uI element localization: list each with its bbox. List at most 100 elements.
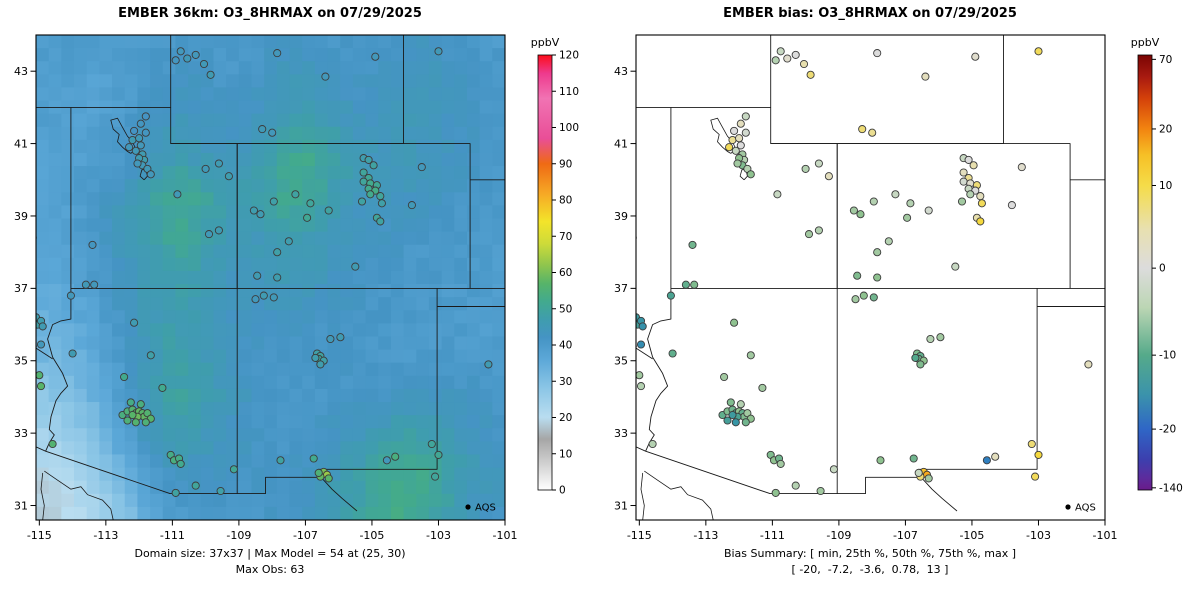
aqs-station-point bbox=[434, 450, 443, 459]
aqs-station-point bbox=[936, 333, 945, 342]
y-tick-label: 33 bbox=[614, 427, 628, 440]
aqs-station-point bbox=[371, 52, 380, 61]
aqs-station-point bbox=[911, 353, 920, 362]
aqs-station-point bbox=[216, 486, 225, 496]
aqs-station-point bbox=[273, 248, 282, 257]
aqs-station-point bbox=[173, 190, 182, 199]
colorbar-tick-label: 110 bbox=[559, 86, 579, 98]
aqs-station-point bbox=[269, 293, 278, 302]
y-tick-label: 43 bbox=[14, 65, 28, 78]
aqs-station-point bbox=[303, 213, 312, 222]
aqs-station-point bbox=[731, 146, 740, 155]
aqs-station-point bbox=[776, 47, 785, 56]
aqs-station-point bbox=[924, 206, 933, 215]
aqs-station-point bbox=[741, 418, 750, 427]
aqs-station-point bbox=[146, 351, 155, 360]
colorbar-tick-label: 0 bbox=[559, 485, 566, 497]
model-raster bbox=[36, 35, 505, 520]
aqs-station-point bbox=[906, 199, 915, 208]
aqs-station-point bbox=[291, 190, 300, 199]
aqs-station-point bbox=[971, 52, 980, 61]
aqs-station-point bbox=[733, 159, 742, 168]
aqs-station-point bbox=[259, 291, 268, 300]
aqs-station-point bbox=[407, 201, 416, 210]
aqs-station-point bbox=[276, 456, 285, 465]
colorbar-tick-label: 40 bbox=[559, 340, 572, 352]
colorbar-tick-label: 30 bbox=[559, 376, 572, 388]
aqs-station-point bbox=[48, 439, 57, 449]
aqs-station-point bbox=[976, 192, 985, 201]
bias-caption-summary-label: Bias Summary: [ min, 25th %, 50th %, 75t… bbox=[723, 547, 1017, 560]
state-border bbox=[36, 446, 358, 512]
bias-colorbar: ppbV 70 20 10 0 -10 -20 -140 bbox=[1131, 36, 1183, 494]
aqs-station-point bbox=[123, 416, 132, 425]
aqs-station-point bbox=[731, 418, 740, 427]
colorbar-tick-label: 70 bbox=[1159, 54, 1172, 66]
aqs-station-point bbox=[273, 49, 282, 58]
y-axis: 31 33 35 37 39 41 43 bbox=[14, 65, 36, 512]
aqs-station-point bbox=[130, 318, 139, 327]
aqs-station-point bbox=[991, 452, 1000, 461]
aqs-station-point bbox=[804, 230, 814, 239]
aqs-station-point bbox=[959, 177, 968, 186]
aqs-station-point bbox=[681, 280, 690, 289]
aqs-station-point bbox=[249, 206, 258, 215]
aqs-station-point bbox=[204, 230, 214, 239]
x-axis: -115 -113 -111 -109 -107 -105 -103 -101 bbox=[27, 520, 517, 542]
aqs-station-point bbox=[921, 72, 930, 81]
aqs-station-point bbox=[869, 197, 878, 206]
aqs-station-point bbox=[849, 206, 858, 215]
x-tick-label: -107 bbox=[893, 529, 918, 542]
state-border bbox=[636, 446, 958, 512]
aqs-station-point bbox=[273, 273, 282, 282]
aqs-station-point bbox=[251, 295, 260, 304]
aqs-legend-dot bbox=[465, 504, 471, 510]
aqs-station-point bbox=[36, 343, 37, 349]
aqs-station-point bbox=[806, 70, 815, 79]
x-tick-label: -103 bbox=[426, 529, 451, 542]
colorbar-unit-label: ppbV bbox=[531, 36, 560, 49]
aqs-station-point bbox=[636, 343, 637, 349]
y-tick-label: 37 bbox=[14, 282, 28, 295]
x-tick-label: -105 bbox=[959, 529, 984, 542]
y-tick-label: 31 bbox=[14, 499, 28, 512]
aqs-station-point bbox=[783, 54, 792, 63]
aqs-station-point bbox=[869, 293, 878, 302]
model-stations bbox=[36, 47, 493, 497]
y-tick-label: 31 bbox=[614, 499, 628, 512]
colorbar-tick-label: 90 bbox=[559, 158, 572, 170]
x-tick-label: -107 bbox=[293, 529, 318, 542]
aqs-station-point bbox=[364, 155, 373, 164]
aqs-station-point bbox=[758, 383, 767, 392]
aqs-station-point bbox=[391, 452, 400, 461]
aqs-station-point bbox=[728, 135, 737, 145]
aqs-station-point bbox=[666, 291, 675, 300]
y-axis: 31 33 35 37 39 41 43 bbox=[614, 65, 636, 512]
aqs-station-point bbox=[176, 47, 185, 56]
aqs-station-point bbox=[81, 280, 90, 289]
aqs-station-point bbox=[306, 199, 315, 208]
aqs-station-point bbox=[884, 237, 893, 246]
aqs-station-point bbox=[746, 170, 755, 179]
aqs-station-point bbox=[736, 119, 745, 128]
x-tick-label: -103 bbox=[1026, 529, 1051, 542]
aqs-station-point bbox=[269, 197, 278, 206]
aqs-station-point bbox=[224, 172, 233, 181]
aqs-station-point bbox=[351, 262, 360, 271]
aqs-station-point bbox=[284, 237, 293, 246]
aqs-station-point bbox=[125, 143, 134, 152]
water-outline bbox=[44, 470, 114, 520]
y-tick-label: 35 bbox=[614, 355, 628, 368]
aqs-station-point bbox=[726, 398, 735, 407]
aqs-station-point bbox=[191, 50, 200, 59]
state-border bbox=[36, 347, 53, 360]
aqs-station-point bbox=[648, 439, 657, 449]
x-tick-label: -101 bbox=[1093, 529, 1118, 542]
aqs-station-point bbox=[728, 410, 737, 420]
colorbar-tick-label: -140 bbox=[1159, 482, 1183, 494]
aqs-station-point bbox=[824, 172, 833, 181]
colorbar-ramp bbox=[537, 54, 553, 491]
aqs-station-point bbox=[253, 271, 262, 280]
model-panel: EMBER 36km: O3_8HRMAX on 07/29/2025 -115… bbox=[14, 6, 579, 576]
aqs-station-point bbox=[914, 468, 923, 477]
